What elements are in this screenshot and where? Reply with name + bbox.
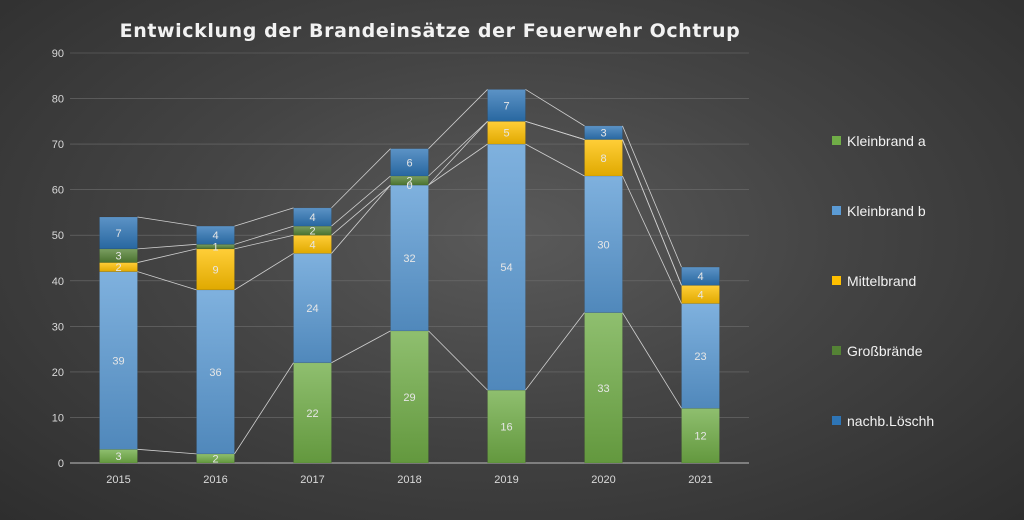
data-label: 2 — [115, 262, 121, 274]
data-label: 36 — [209, 367, 221, 379]
data-label: 32 — [403, 253, 415, 265]
bar-segment — [99, 449, 138, 464]
bar-segment — [584, 125, 623, 140]
y-tick-label: 50 — [52, 230, 64, 242]
legend-swatch — [832, 276, 841, 285]
bar-segment — [293, 362, 332, 464]
bar-segment — [681, 266, 720, 286]
bar-segment — [196, 225, 235, 245]
data-label: 7 — [503, 100, 509, 112]
bar-segment — [487, 389, 526, 464]
data-label: 4 — [697, 271, 703, 283]
bars — [99, 89, 720, 464]
x-axis: 2015 2016 2017 2018 2019 2020 2021 — [106, 474, 712, 486]
y-tick-label: 20 — [52, 367, 64, 379]
legend-label: Kleinbrand a — [847, 133, 926, 149]
data-label: 24 — [306, 303, 318, 315]
data-label: 3 — [600, 128, 606, 140]
series-line — [137, 120, 682, 286]
data-label: 33 — [597, 383, 609, 395]
y-tick-label: 30 — [52, 321, 64, 333]
y-tick-label: 60 — [52, 185, 64, 197]
data-label: 3 — [115, 451, 121, 463]
data-label: 6 — [406, 157, 412, 169]
data-label: 54 — [500, 262, 512, 274]
legend-label: Kleinbrand b — [847, 203, 926, 219]
y-axis: 0 10 20 30 40 50 60 70 80 90 — [52, 48, 64, 470]
x-tick-label: 2020 — [591, 474, 615, 486]
data-label: 29 — [403, 392, 415, 404]
data-label: 2 — [406, 176, 412, 188]
data-label: 9 — [212, 264, 218, 276]
legend-swatch — [832, 416, 841, 425]
bar-segment — [293, 253, 332, 364]
data-label: 2 — [212, 453, 218, 465]
bar-segment — [390, 184, 429, 332]
data-label: 4 — [309, 239, 315, 251]
y-tick-label: 10 — [52, 412, 64, 424]
x-tick-label: 2017 — [300, 474, 324, 486]
legend-swatch — [832, 206, 841, 215]
y-tick-label: 70 — [52, 139, 64, 151]
series-connector-lines — [137, 89, 682, 455]
bar-segment — [487, 143, 526, 391]
legend-swatch — [832, 346, 841, 355]
y-tick-label: 0 — [58, 458, 64, 470]
data-label: 23 — [694, 351, 706, 363]
y-tick-label: 90 — [52, 48, 64, 60]
y-tick-label: 80 — [52, 94, 64, 106]
x-tick-label: 2015 — [106, 474, 130, 486]
data-label: 16 — [500, 422, 512, 434]
x-tick-label: 2021 — [688, 474, 712, 486]
bar-segment — [681, 303, 720, 409]
data-label: 3 — [115, 251, 121, 263]
bar-segment — [584, 312, 623, 464]
legend-swatch — [832, 136, 841, 145]
series-line — [137, 312, 682, 455]
legend-label: nachb.Löschh — [847, 413, 934, 429]
y-tick-label: 40 — [52, 276, 64, 288]
chart-title: Entwicklung der Brandeinsätze der Feuerw… — [120, 20, 741, 42]
x-tick-label: 2019 — [494, 474, 518, 486]
data-label: 8 — [600, 153, 606, 165]
data-label: 0 — [406, 180, 412, 192]
series-line — [137, 89, 682, 268]
bar-segment — [99, 271, 138, 450]
x-tick-label: 2018 — [397, 474, 421, 486]
data-label: 12 — [694, 431, 706, 443]
legend-label: Großbrände — [847, 343, 923, 359]
bar-segment — [99, 216, 138, 250]
bar-segment — [196, 248, 235, 291]
bar-segment — [196, 289, 235, 455]
data-label: 4 — [309, 212, 315, 224]
data-label: 4 — [212, 230, 218, 242]
series-line — [137, 120, 682, 286]
bar-segment — [584, 139, 623, 177]
data-label: 4 — [697, 289, 703, 301]
data-label: 39 — [112, 356, 124, 368]
data-label: 22 — [306, 408, 318, 420]
bar-segment — [487, 121, 526, 145]
bar-segment — [681, 408, 720, 464]
legend: Kleinbrand a Kleinbrand b Mittelbrand Großb… — [832, 133, 934, 429]
bar-segment — [584, 175, 623, 313]
bar-segment — [293, 207, 332, 227]
data-label: 2 — [309, 226, 315, 238]
data-label: 1 — [212, 242, 218, 254]
bar-segment — [390, 148, 429, 177]
series-line — [137, 143, 682, 304]
bar-segment — [487, 89, 526, 122]
data-label: 7 — [115, 228, 121, 240]
legend-label: Mittelbrand — [847, 273, 916, 289]
x-tick-label: 2016 — [203, 474, 227, 486]
data-label: 5 — [503, 128, 509, 140]
data-label: 30 — [597, 239, 609, 251]
